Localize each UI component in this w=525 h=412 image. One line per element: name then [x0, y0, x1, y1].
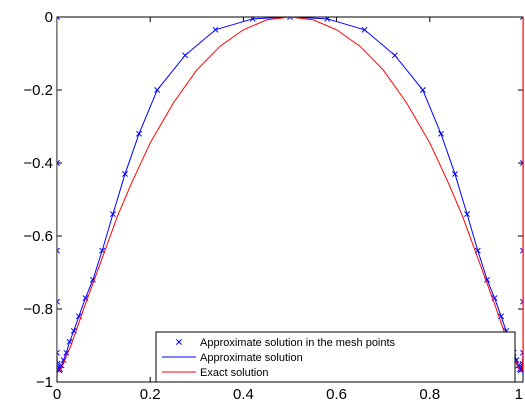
data-point-marker [57, 17, 60, 20]
plot-area [56, 16, 524, 383]
y-tick-label: −0.4 [23, 155, 53, 172]
legend-box [155, 331, 516, 383]
plot-series [57, 17, 523, 374]
y-tick-label: 0 [45, 9, 53, 26]
data-point-marker [57, 247, 60, 254]
data-point-marker [287, 17, 293, 20]
x-tick-label: 0.4 [233, 386, 254, 403]
plot-frame [56, 16, 524, 383]
data-point-marker [57, 160, 60, 166]
data-point-marker [520, 349, 523, 356]
y-tick-label: −0.2 [23, 82, 53, 99]
x-tick-label: 1 [515, 386, 523, 403]
data-point-marker [520, 17, 523, 20]
legend-entry-label: Approximate solution [200, 352, 303, 364]
x-tick-label: 0 [53, 386, 61, 403]
y-tick-label: −0.6 [23, 228, 53, 245]
data-point-marker [57, 349, 60, 356]
data-point-marker [520, 247, 523, 254]
legend-marker [176, 339, 182, 345]
y-tick-label: −0.8 [23, 301, 53, 318]
y-tick-label: −1 [36, 374, 53, 391]
series-line-2 [57, 17, 523, 373]
data-point-marker [520, 160, 523, 166]
x-tick-label: 0.6 [326, 386, 347, 403]
x-tick-label: 0.2 [140, 386, 161, 403]
data-point-marker [520, 298, 523, 305]
axis-ticks: 0 0.2 0.4 0.6 0.8 1 0 −0.2 −0.4 −0.6 −0.8 −1 [23, 9, 524, 403]
x-tick-label: 0.8 [419, 386, 440, 403]
data-point-marker [57, 298, 60, 305]
legend-entry-label: Approximate solution in the mesh points [200, 337, 396, 349]
legend-entry-label: Exact solution [200, 367, 268, 379]
legend: Approximate solution in the mesh points A… [155, 331, 516, 383]
